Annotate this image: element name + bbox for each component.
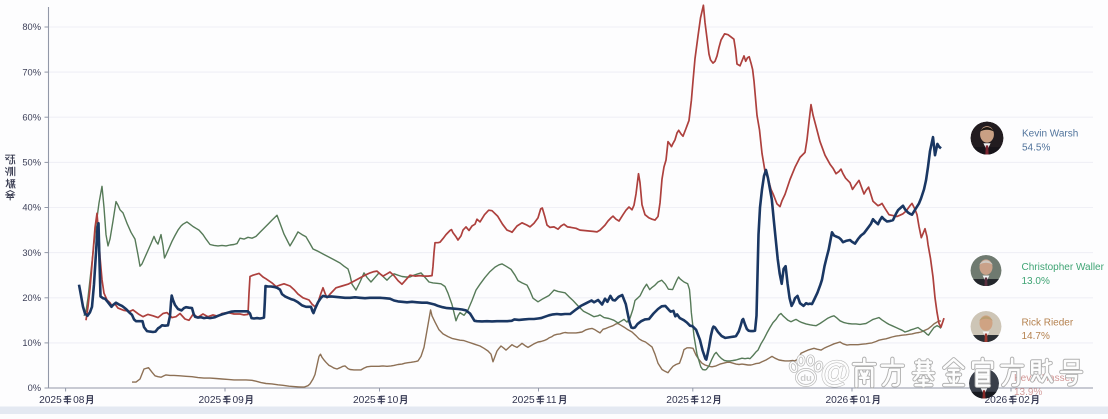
svg-text:du: du: [800, 373, 812, 384]
svg-text:2026: 2026: [826, 395, 849, 406]
svg-text:10%: 10%: [22, 338, 41, 348]
svg-text:09: 09: [233, 395, 245, 406]
svg-text:@: @: [820, 354, 850, 389]
svg-text:Christopher Waller: Christopher Waller: [1022, 262, 1105, 273]
svg-text:0%: 0%: [28, 383, 41, 393]
svg-text:20%: 20%: [22, 293, 41, 303]
svg-text:10: 10: [387, 395, 399, 406]
svg-text:12: 12: [700, 395, 712, 406]
svg-text:2025: 2025: [666, 395, 689, 406]
svg-text:40%: 40%: [22, 203, 41, 213]
svg-text:Kevin Warsh: Kevin Warsh: [1022, 129, 1078, 140]
svg-text:01: 01: [860, 395, 872, 406]
svg-text:13.9%: 13.9%: [1014, 387, 1042, 398]
svg-text:02: 02: [1019, 395, 1031, 406]
svg-text:2025: 2025: [39, 395, 62, 406]
svg-text:70%: 70%: [22, 67, 41, 77]
svg-text:80%: 80%: [22, 22, 41, 32]
svg-text:13.0%: 13.0%: [1022, 276, 1050, 287]
svg-text:54.5%: 54.5%: [1022, 143, 1050, 154]
svg-text:11: 11: [546, 395, 557, 406]
svg-text:30%: 30%: [22, 248, 41, 258]
svg-text:2025: 2025: [199, 395, 222, 406]
svg-text:2025: 2025: [512, 395, 535, 406]
svg-text:Rick Rieder: Rick Rieder: [1022, 318, 1074, 329]
svg-text:50%: 50%: [22, 158, 41, 168]
svg-text:2025: 2025: [353, 395, 376, 406]
svg-text:08: 08: [73, 395, 85, 406]
svg-text:2026: 2026: [985, 395, 1008, 406]
svg-text:60%: 60%: [22, 112, 41, 122]
svg-text:14.7%: 14.7%: [1022, 331, 1050, 342]
